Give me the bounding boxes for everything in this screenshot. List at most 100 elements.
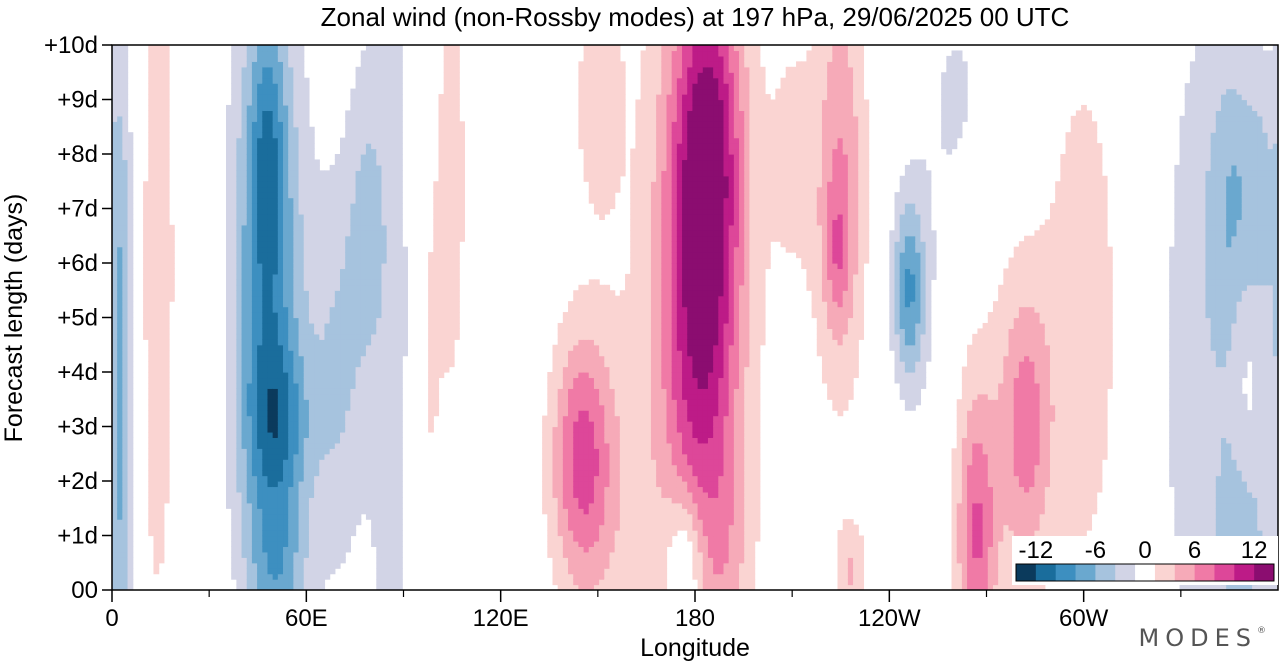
heatmap-cell [272, 328, 279, 335]
heatmap-cell [319, 519, 326, 526]
heatmap-cell [562, 481, 569, 488]
heatmap-cell [277, 382, 284, 389]
heatmap-cell [236, 203, 243, 210]
heatmap-cell [288, 181, 294, 188]
heatmap-cell [127, 470, 134, 477]
heatmap-cell [340, 170, 346, 177]
heatmap-cell [381, 219, 388, 226]
heatmap-cell [360, 252, 367, 259]
heatmap-cell [334, 355, 341, 362]
heatmap-cell [246, 104, 253, 111]
heatmap-cell [314, 410, 320, 417]
heatmap-cell [433, 328, 440, 335]
heatmap-cell [578, 437, 585, 444]
heatmap-cell [117, 181, 123, 188]
heatmap-cell [226, 350, 232, 357]
heatmap-cell [257, 431, 263, 438]
heatmap-cell [122, 154, 129, 161]
heatmap-cell [360, 355, 367, 362]
heatmap-cell [443, 148, 450, 155]
heatmap-cell [324, 344, 331, 351]
heatmap-cell [288, 143, 294, 150]
heatmap-cell [257, 519, 263, 526]
heatmap-cell [148, 164, 155, 171]
heatmap-cell [542, 464, 548, 471]
heatmap-cell [371, 61, 377, 68]
heatmap-cell [350, 137, 357, 144]
heatmap-cell [293, 573, 300, 580]
heatmap-cell [433, 197, 440, 204]
heatmap-cell [340, 235, 346, 242]
heatmap-cell [262, 208, 269, 215]
heatmap-cell [153, 393, 160, 400]
heatmap-cell [308, 377, 315, 384]
heatmap-cell [319, 257, 326, 264]
heatmap-cell [277, 284, 284, 291]
heatmap-cell [277, 104, 284, 111]
heatmap-cell [573, 312, 579, 319]
heatmap-cell [371, 121, 377, 128]
heatmap-cell [365, 219, 372, 226]
heatmap-cell [324, 568, 331, 575]
heatmap-cell [241, 126, 248, 133]
heatmap-cell [376, 426, 383, 433]
heatmap-cell [573, 573, 579, 580]
heatmap-cell [267, 497, 274, 504]
heatmap-cell [583, 562, 590, 569]
heatmap-cell [158, 306, 165, 313]
heatmap-cell [314, 273, 320, 280]
heatmap-cell [438, 181, 445, 188]
heatmap-cell [443, 322, 450, 329]
heatmap-cell [308, 159, 315, 166]
heatmap-cell [448, 306, 455, 313]
heatmap-cell [583, 50, 590, 57]
heatmap-cell [293, 301, 300, 308]
heatmap-cell [578, 99, 585, 106]
heatmap-cell [163, 104, 170, 111]
heatmap-cell [158, 437, 165, 444]
heatmap-cell [355, 273, 362, 280]
heatmap-cell [226, 301, 232, 308]
heatmap-cell [547, 437, 554, 444]
heatmap-cell [308, 328, 315, 335]
heatmap-cell [324, 426, 331, 433]
heatmap-cell [459, 143, 465, 150]
heatmap-cell [381, 312, 388, 319]
heatmap-cell [163, 175, 170, 182]
heatmap-cell [376, 94, 383, 101]
heatmap-cell [257, 143, 263, 150]
heatmap-cell [257, 322, 263, 329]
heatmap-cell [251, 410, 258, 417]
heatmap-cell [350, 421, 357, 428]
heatmap-cell [163, 273, 170, 280]
heatmap-cell [355, 393, 362, 400]
heatmap-cell [293, 421, 300, 428]
heatmap-cell [127, 377, 134, 384]
heatmap-cell [143, 268, 149, 275]
heatmap-cell [376, 186, 383, 193]
heatmap-cell [345, 208, 351, 215]
heatmap-cell [376, 203, 383, 210]
heatmap-cell [314, 372, 320, 379]
heatmap-cell [345, 284, 351, 291]
heatmap-cell [562, 540, 569, 547]
heatmap-cell [334, 273, 341, 280]
heatmap-cell [303, 235, 310, 242]
heatmap-cell [277, 557, 284, 564]
heatmap-cell [443, 355, 450, 362]
heatmap-cell [226, 279, 232, 286]
heatmap-cell [303, 295, 310, 302]
heatmap-cell [226, 377, 232, 384]
heatmap-cell [454, 55, 460, 62]
heatmap-cell [355, 344, 362, 351]
heatmap-cell [277, 295, 284, 302]
heatmap-cell [355, 513, 362, 520]
heatmap-cell [298, 448, 305, 455]
heatmap-cell [448, 241, 455, 248]
heatmap-cell [122, 263, 129, 270]
heatmap-cell [578, 317, 585, 324]
heatmap-cell [355, 382, 362, 389]
heatmap-cell [376, 290, 383, 297]
heatmap-cell [588, 497, 595, 504]
heatmap-cell [163, 415, 170, 422]
